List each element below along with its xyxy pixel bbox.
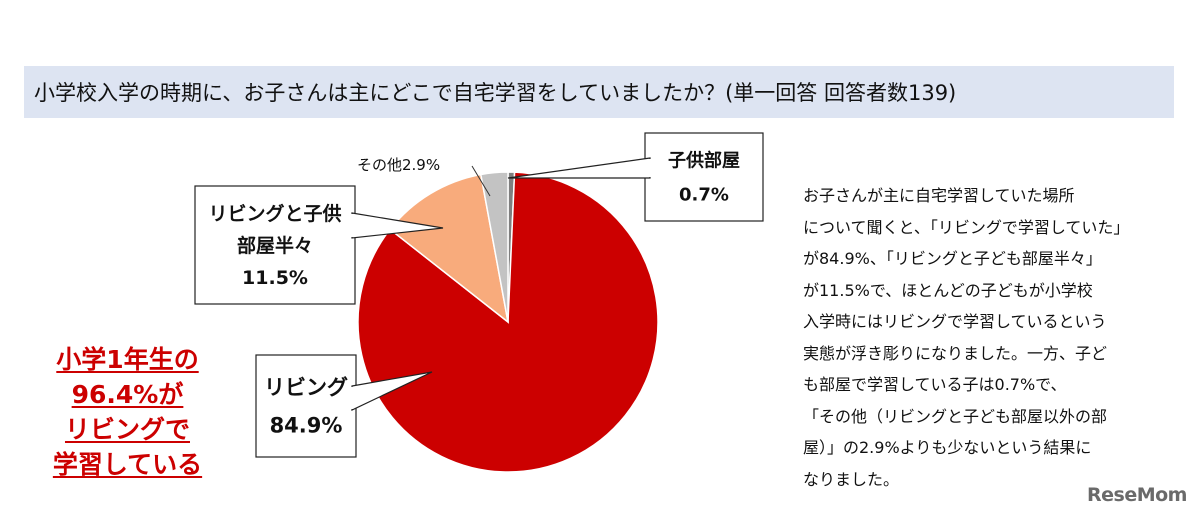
highlight-callout: 小学1年生の 96.4%が リビングで 学習している xyxy=(45,342,210,482)
callout-box xyxy=(255,354,357,458)
highlight-line: 96.4%が xyxy=(71,380,184,409)
resemom-watermark: ReseMom xyxy=(1087,484,1187,506)
slice-category-label: リビング xyxy=(264,376,348,400)
highlight-line: 小学1年生の xyxy=(56,345,199,374)
callout-pointer xyxy=(507,157,651,179)
summary-note: お子さんが主に自宅学習していた場所 について聞くと、「リビングで学習していた」 … xyxy=(803,186,1130,489)
highlight-line: 学習している xyxy=(52,450,203,479)
callout-box xyxy=(194,185,356,305)
callout-box xyxy=(644,132,764,222)
slice-value-label: 84.9% xyxy=(270,414,343,438)
slice-category-label: その他2.9% xyxy=(357,156,440,174)
slice-category-label: リビングと子供 xyxy=(208,202,341,225)
slice-value-label: 11.5% xyxy=(242,267,308,289)
leader-line xyxy=(471,165,491,197)
chart-title: 小学校入学の時期に、お子さんは主にどこで自宅学習をしていましたか？(単一回答 回… xyxy=(24,66,1174,118)
slice-category-label: 部屋半々 xyxy=(237,234,313,257)
highlight-line: リビングで xyxy=(64,415,190,444)
pie-slice xyxy=(479,171,509,323)
slice-category-label: 子供部屋 xyxy=(668,149,740,171)
slice-value-label: 0.7% xyxy=(679,184,729,205)
